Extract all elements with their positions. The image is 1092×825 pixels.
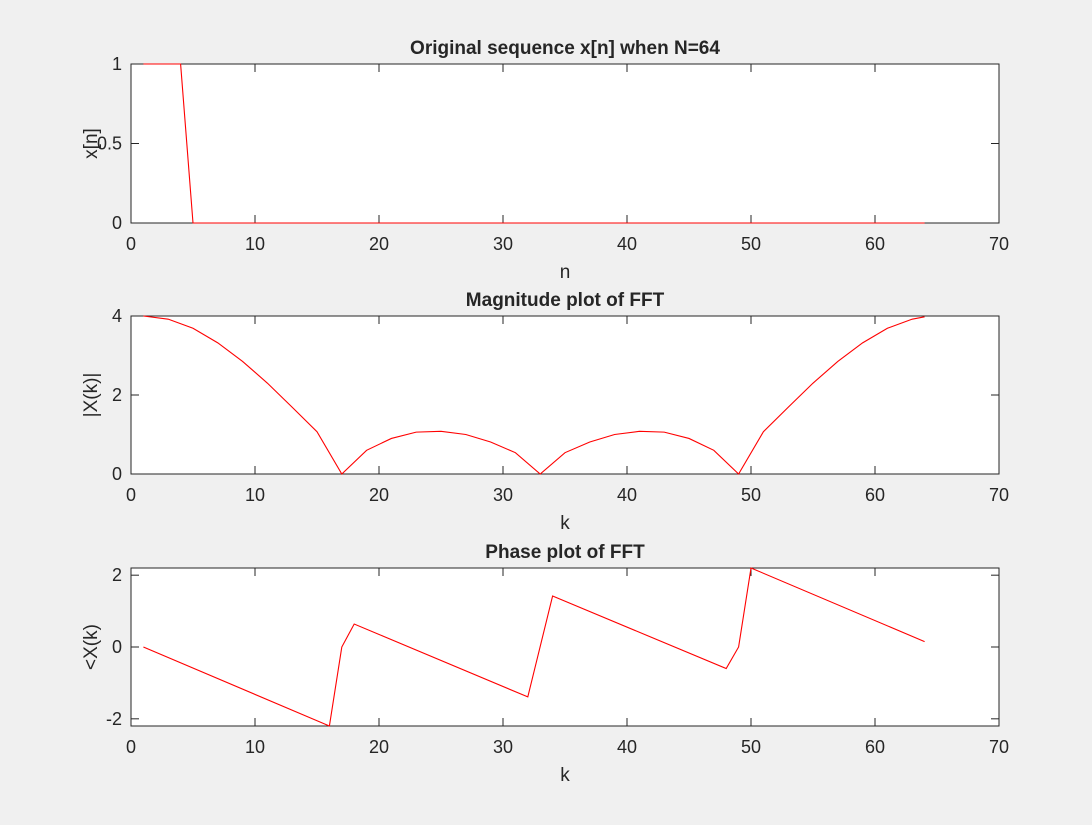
- x-tick-label: 70: [989, 737, 1009, 757]
- x-tick-label: 50: [741, 234, 761, 254]
- chart-title: Magnitude plot of FFT: [466, 290, 665, 311]
- x-tick-label: 40: [617, 485, 637, 505]
- x-axis-label: k: [560, 765, 570, 786]
- x-tick-label: 0: [126, 485, 136, 505]
- x-tick-label: 60: [865, 485, 885, 505]
- x-axis-label: n: [560, 262, 571, 283]
- x-tick-label: 20: [369, 234, 389, 254]
- y-tick-label: 0: [112, 464, 122, 484]
- x-tick-label: 10: [245, 737, 265, 757]
- x-tick-label: 30: [493, 234, 513, 254]
- x-tick-label: 70: [989, 234, 1009, 254]
- x-tick-label: 20: [369, 485, 389, 505]
- axes-box: [130, 63, 1000, 224]
- x-tick-label: 50: [741, 485, 761, 505]
- x-tick-label: 10: [245, 485, 265, 505]
- series-line-1: [143, 63, 925, 224]
- x-tick-label: 0: [126, 234, 136, 254]
- x-tick-label: 30: [493, 737, 513, 757]
- chart-panel-2: 0 10 20 30 40 50 60 70 0 2 4 Magnitude plot of FFT k…: [81, 290, 1009, 534]
- x-tick-label: 60: [865, 234, 885, 254]
- series-line-1: [143, 315, 925, 475]
- y-tick-label: -2: [106, 709, 122, 729]
- y-axis-label: |X(k)|: [81, 373, 102, 418]
- y-tick-label: 2: [112, 385, 122, 405]
- y-axis-label: <X(k): [81, 624, 102, 670]
- y-tick-label: 0: [112, 637, 122, 657]
- x-tick-label: 30: [493, 485, 513, 505]
- y-tick-label: 1: [112, 54, 122, 74]
- y-tick-label: 0: [112, 213, 122, 233]
- y-tick-label: 2: [112, 565, 122, 585]
- chart-title: Phase plot of FFT: [485, 542, 645, 563]
- axes-box: [130, 567, 1000, 727]
- chart-title: Original sequence x[n] when N=64: [410, 38, 720, 59]
- x-tick-label: 60: [865, 737, 885, 757]
- x-tick-label: 40: [617, 234, 637, 254]
- x-tick-label: 10: [245, 234, 265, 254]
- x-tick-label: 40: [617, 737, 637, 757]
- chart-panel-1: 0 10 20 30 40 50 60 70 0 0.5 1 Original sequence x[…: [81, 38, 1009, 283]
- x-tick-label: 0: [126, 737, 136, 757]
- y-axis-label: x[n]: [81, 128, 102, 159]
- y-tick-label: 4: [112, 306, 122, 326]
- x-tick-label: 20: [369, 737, 389, 757]
- x-axis-label: k: [560, 513, 570, 534]
- axes-box: [130, 315, 1000, 475]
- x-tick-label: 50: [741, 737, 761, 757]
- y-tick-label: 0.5: [97, 134, 122, 154]
- x-tick-label: 70: [989, 485, 1009, 505]
- series-line-1: [143, 567, 925, 727]
